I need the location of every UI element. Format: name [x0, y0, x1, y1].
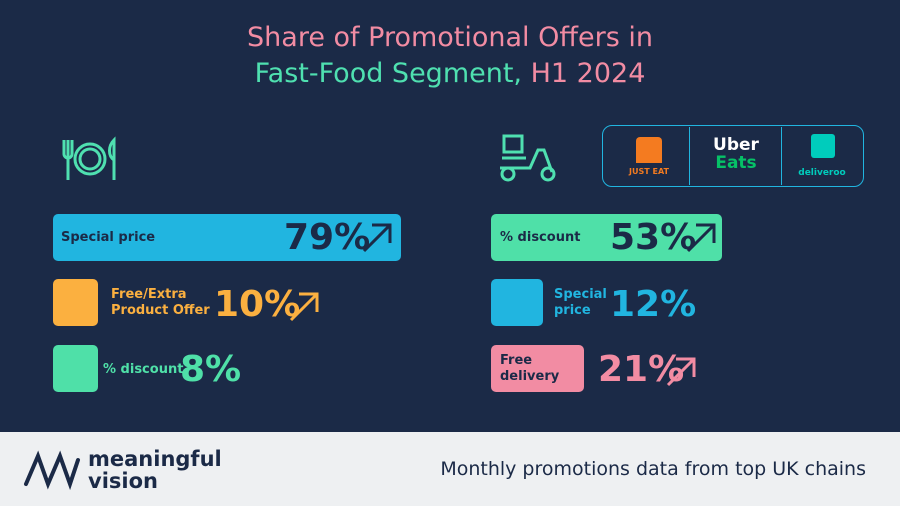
- divider: [689, 127, 690, 185]
- brand-word: meaningful: [88, 447, 222, 471]
- item-value: 10%: [214, 284, 301, 325]
- title: Fast-Food Segment, H1 2024: [0, 58, 900, 89]
- up-arrow: [686, 223, 716, 253]
- logo-text: Uber: [713, 135, 759, 155]
- title-part: H1 2024: [530, 58, 646, 89]
- deliveroo-icon: [811, 134, 835, 158]
- bar: [491, 214, 722, 261]
- swatch: [53, 279, 98, 326]
- item-label: Free/Extra Product Offer: [111, 287, 210, 318]
- logo-text: deliveroo: [798, 168, 846, 178]
- footer: [0, 432, 900, 506]
- brand-name: meaningful vision: [88, 448, 222, 492]
- up-arrow: [289, 292, 319, 322]
- item-label: % discount: [103, 362, 184, 377]
- item-value: 53%: [610, 217, 697, 258]
- up-arrow: [362, 223, 392, 253]
- item-value: 12%: [610, 284, 697, 325]
- swatch: [491, 279, 543, 326]
- title-part: Fast-Food Segment,: [254, 58, 523, 89]
- item-value: 79%: [284, 217, 371, 258]
- title: Share of Promotional Offers in: [0, 22, 900, 53]
- partner-logos: [602, 125, 864, 187]
- title-line: Share of Promotional Offers in: [247, 22, 653, 53]
- scooter-icon: [500, 134, 556, 182]
- logo-text: Eats: [715, 153, 757, 173]
- brand-logo: [24, 450, 80, 490]
- brand-word: vision: [88, 469, 158, 493]
- item-label: Special price: [554, 287, 607, 318]
- dining-icon: [62, 136, 116, 180]
- item-label: Special price: [61, 230, 156, 245]
- item-label: % discount: [500, 230, 581, 245]
- up-arrow: [666, 357, 696, 387]
- bar: [53, 214, 401, 261]
- logo-text: JUST EAT: [629, 167, 669, 176]
- item-label: Free delivery: [500, 353, 560, 384]
- tagline: Monthly promotions data from top UK chai…: [440, 458, 866, 480]
- swatch: [53, 345, 98, 392]
- just-eat-icon: [636, 137, 662, 163]
- swatch: [491, 345, 584, 392]
- item-value: 8%: [180, 349, 242, 390]
- divider: [781, 127, 782, 185]
